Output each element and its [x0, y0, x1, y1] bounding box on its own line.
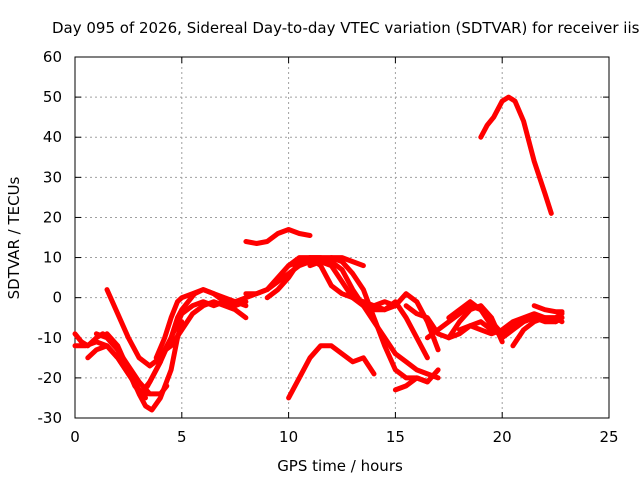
plot-frame [74, 56, 610, 419]
y-tick-label: -10 [38, 329, 63, 347]
series-track-27 [531, 303, 565, 315]
y-tick-label: 0 [52, 289, 62, 307]
series-track-23 [446, 303, 505, 345]
y-axis-label: SDTVAR / TECUs [5, 176, 23, 299]
x-tick-label: 5 [177, 428, 187, 446]
x-tick-label: 15 [386, 428, 405, 446]
series-track-06 [104, 319, 185, 413]
series-track-10 [157, 299, 249, 357]
y-tick-label: 20 [43, 208, 62, 226]
axis-ticks: 0 5 10 15 20 25 -30 -20 -10 0 10 20 30 40 50 60 [38, 48, 619, 446]
series-track-08 [153, 287, 249, 361]
y-tick-label: -20 [38, 369, 63, 387]
x-tick-label: 25 [599, 428, 618, 446]
y-tick-label: 30 [43, 168, 62, 186]
series-track-19 [392, 367, 441, 393]
chart-title: Day 095 of 2026, Sidereal Day-to-day VTE… [52, 19, 640, 37]
y-tick-label: 60 [43, 48, 62, 66]
x-tick-label: 20 [493, 428, 512, 446]
series-track-16 [328, 255, 430, 385]
x-tick-label: 0 [70, 428, 80, 446]
series-track-26 [510, 315, 565, 349]
y-tick-label: 10 [43, 249, 62, 267]
series-track-17 [286, 343, 377, 401]
data-series [72, 94, 565, 413]
y-tick-label: 50 [43, 88, 62, 106]
series-track-22 [446, 299, 565, 341]
series-track-15 [286, 255, 441, 381]
x-tick-label: 10 [279, 428, 298, 446]
series-track-11 [243, 227, 313, 246]
y-tick-label: -30 [38, 409, 63, 427]
x-axis-label: GPS time / hours [277, 457, 403, 475]
y-tick-label: 40 [43, 128, 62, 146]
series-track-25 [478, 94, 554, 216]
series-track-05 [93, 331, 170, 397]
